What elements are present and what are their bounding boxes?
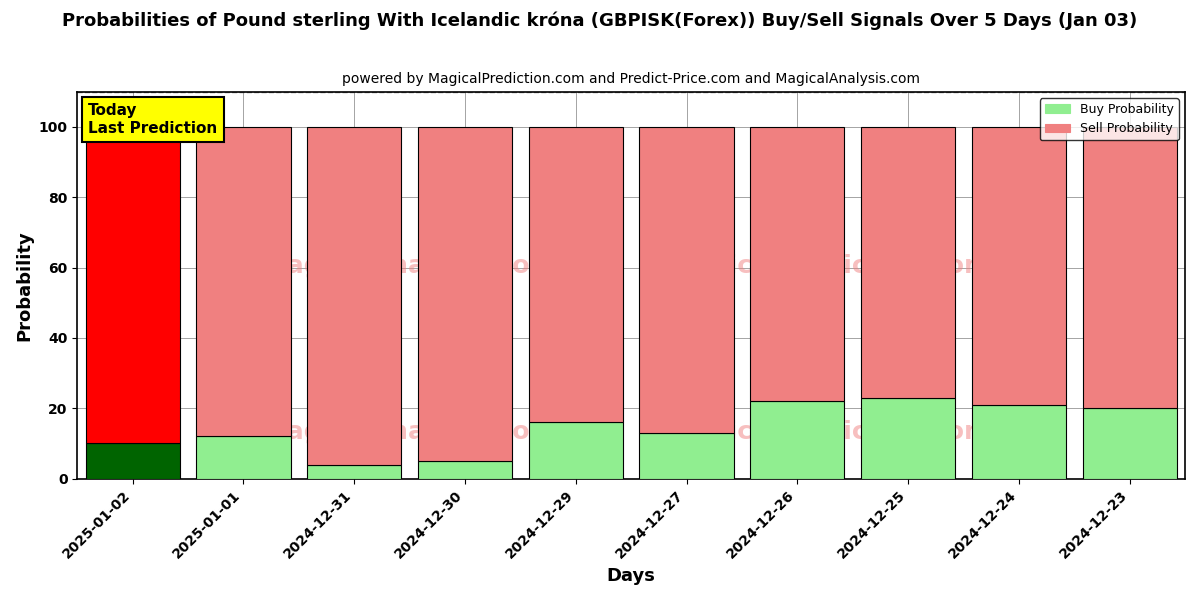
X-axis label: Days: Days	[607, 567, 655, 585]
Title: powered by MagicalPrediction.com and Predict-Price.com and MagicalAnalysis.com: powered by MagicalPrediction.com and Pre…	[342, 73, 920, 86]
Bar	[307, 127, 401, 464]
Legend: Buy Probability, Sell Probability: Buy Probability, Sell Probability	[1040, 98, 1178, 140]
Bar	[640, 433, 733, 479]
Y-axis label: Probability: Probability	[14, 230, 32, 341]
Bar	[640, 127, 733, 433]
Bar	[972, 405, 1066, 479]
Bar	[418, 127, 512, 461]
Bar	[85, 443, 180, 479]
Bar	[750, 401, 845, 479]
Bar	[972, 127, 1066, 405]
Bar	[860, 398, 955, 479]
Bar	[529, 422, 623, 479]
Bar	[85, 127, 180, 443]
Text: MagicalPrediction.com: MagicalPrediction.com	[670, 420, 991, 444]
Bar	[750, 127, 845, 401]
Bar	[529, 127, 623, 422]
Text: MagicalAnalysis.com: MagicalAnalysis.com	[263, 254, 557, 278]
Text: Today
Last Prediction: Today Last Prediction	[89, 103, 217, 136]
Bar	[1082, 408, 1177, 479]
Text: MagicalPrediction.com: MagicalPrediction.com	[670, 254, 991, 278]
Bar	[1082, 127, 1177, 408]
Bar	[197, 127, 290, 436]
Bar	[418, 461, 512, 479]
Text: MagicalAnalysis.com: MagicalAnalysis.com	[263, 420, 557, 444]
Bar	[197, 436, 290, 479]
Bar	[860, 127, 955, 398]
Text: Probabilities of Pound sterling With Icelandic króna (GBPISK(Forex)) Buy/Sell Si: Probabilities of Pound sterling With Ice…	[62, 12, 1138, 31]
Bar	[307, 464, 401, 479]
